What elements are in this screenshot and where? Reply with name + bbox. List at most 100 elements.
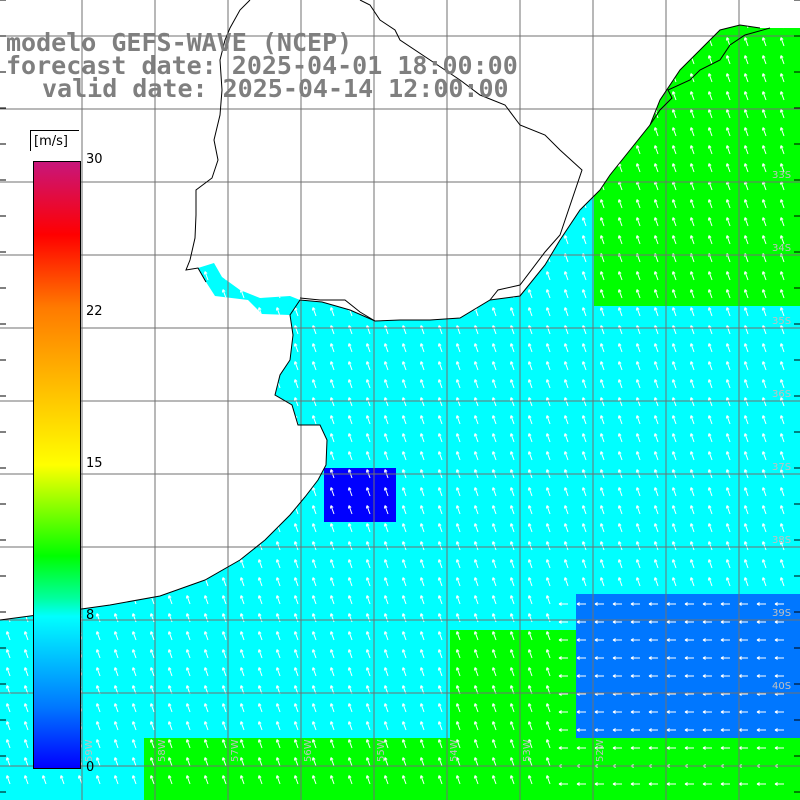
wind-speed-cell	[378, 180, 396, 198]
wind-speed-cell	[432, 486, 450, 504]
wind-arrow	[635, 91, 641, 101]
wind-arrow	[545, 487, 551, 497]
wind-arrow	[599, 559, 605, 569]
wind-speed-cell	[522, 216, 540, 234]
wind-arrow	[491, 217, 497, 227]
wind-speed-cell	[126, 486, 144, 504]
wind-speed-cell	[324, 540, 342, 558]
wind-speed-cell	[594, 180, 612, 198]
wind-arrow	[347, 523, 353, 533]
wind-speed-cell	[270, 306, 288, 324]
wind-arrow	[666, 710, 676, 714]
wind-speed-cell	[162, 378, 180, 396]
wind-speed-cell	[144, 594, 162, 612]
wind-speed-cell	[468, 270, 486, 288]
wind-arrow	[635, 523, 641, 533]
wind-speed-cell	[162, 612, 180, 630]
wind-speed-cell	[360, 558, 378, 576]
wind-arrow	[185, 127, 191, 137]
wind-arrow	[725, 379, 731, 389]
wind-speed-cell	[342, 450, 360, 468]
wind-speed-cell	[720, 378, 738, 396]
wind-arrow	[23, 307, 29, 317]
wind-arrow	[131, 109, 137, 119]
colorbar-tick-22: 22	[86, 304, 103, 319]
wind-speed-cell	[306, 630, 324, 648]
wind-speed-cell	[720, 630, 738, 648]
wind-arrow	[5, 127, 11, 137]
valid-date: valid date: 2025-04-14 12:00:00	[42, 74, 509, 103]
wind-speed-cell	[738, 252, 756, 270]
wind-speed-cell	[684, 162, 702, 180]
wind-arrow	[239, 379, 245, 389]
wind-arrow	[149, 163, 155, 173]
lat-label: 37S	[772, 462, 791, 473]
wind-arrow	[185, 595, 191, 605]
wind-speed-cell	[684, 144, 702, 162]
wind-arrow	[599, 73, 605, 83]
wind-speed-cell	[144, 450, 162, 468]
wind-speed-cell	[558, 558, 576, 576]
wind-arrow	[581, 55, 587, 65]
wind-speed-cell	[90, 576, 108, 594]
wind-speed-cell	[198, 180, 216, 198]
wind-speed-cell	[270, 396, 288, 414]
wind-speed-cell	[558, 25, 576, 36]
wind-speed-cell	[378, 324, 396, 342]
wind-arrow	[167, 307, 173, 317]
wind-speed-cell	[216, 522, 234, 540]
wind-speed-cell	[342, 504, 360, 522]
wind-arrow	[419, 217, 425, 227]
wind-arrow	[563, 361, 569, 371]
wind-arrow	[311, 127, 317, 137]
wind-arrow	[167, 631, 173, 641]
wind-arrow	[455, 415, 461, 425]
wind-speed-cell	[468, 108, 486, 126]
wind-arrow	[149, 613, 155, 623]
wind-speed-cell	[270, 738, 288, 756]
wind-arrow	[311, 667, 317, 677]
wind-arrow	[743, 163, 749, 173]
wind-arrow	[329, 271, 335, 281]
wind-speed-cell	[486, 594, 504, 612]
wind-arrow	[527, 235, 533, 245]
wind-arrow	[239, 649, 245, 659]
wind-speed-cell	[396, 522, 414, 540]
wind-arrow	[455, 379, 461, 389]
wind-arrow	[5, 145, 11, 155]
wind-speed-cell	[180, 792, 198, 800]
wind-speed-cell	[468, 198, 486, 216]
wind-arrow	[527, 631, 533, 641]
wind-arrow	[419, 127, 425, 137]
wind-speed-cell	[486, 738, 504, 756]
wind-speed-cell	[270, 198, 288, 216]
wind-speed-cell	[234, 576, 252, 594]
wind-arrow	[149, 577, 155, 587]
wind-arrow	[42, 25, 47, 29]
wind-arrow	[311, 343, 317, 353]
wind-speed-cell	[126, 378, 144, 396]
wind-speed-cell	[396, 630, 414, 648]
wind-arrow	[185, 577, 191, 587]
wind-speed-cell	[468, 0, 486, 18]
wind-arrow	[455, 181, 461, 191]
wind-speed-cell	[630, 576, 648, 594]
wind-speed-cell	[702, 162, 720, 180]
wind-speed-cell	[738, 486, 756, 504]
wind-arrow	[113, 649, 119, 659]
wind-arrow	[419, 415, 425, 425]
wind-arrow	[455, 541, 461, 551]
wind-speed-cell	[630, 468, 648, 486]
wind-speed-cell	[108, 270, 126, 288]
wind-speed-cell	[594, 558, 612, 576]
wind-speed-cell	[648, 270, 666, 288]
wind-arrow	[23, 379, 29, 389]
wind-speed-cell	[630, 306, 648, 324]
wind-speed-cell	[468, 774, 486, 792]
wind-arrow	[743, 307, 749, 317]
wind-speed-cell	[180, 738, 198, 756]
wind-speed-cell	[216, 378, 234, 396]
wind-speed-cell	[684, 594, 702, 612]
wind-speed-cell	[576, 90, 594, 108]
wind-arrow	[492, 2, 496, 10]
